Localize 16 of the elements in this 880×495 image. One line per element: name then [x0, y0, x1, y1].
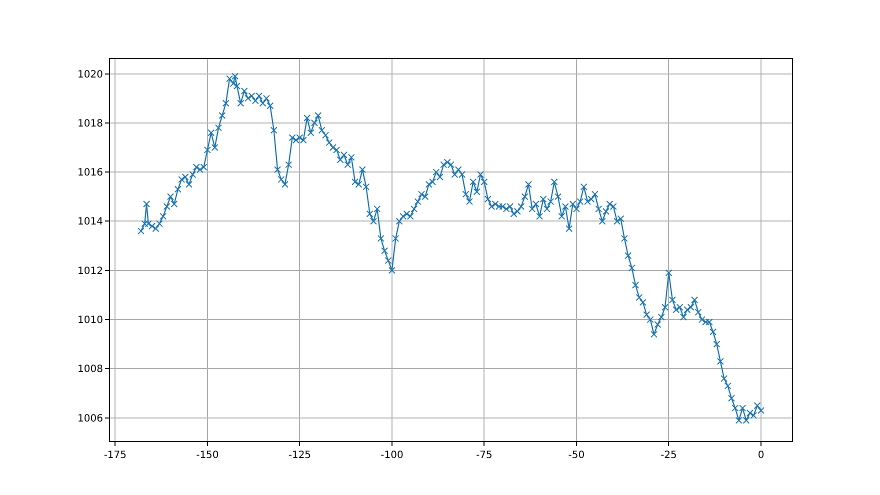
y-tick-label: 1008	[78, 364, 103, 376]
y-tick-label: 1006	[78, 413, 103, 424]
y-tick-label: 1012	[78, 266, 103, 277]
x-tick-label: -25	[660, 450, 677, 461]
x-tick-label: -175	[104, 450, 127, 461]
y-tick-label: 1010	[78, 315, 103, 326]
x-tick-label: -75	[476, 450, 492, 461]
x-tick-label: -125	[288, 450, 312, 461]
x-tick-label: -100	[380, 450, 404, 461]
y-tick-label: 1016	[78, 168, 103, 179]
y-tick-label: 1014	[78, 216, 103, 228]
x-tick-label: -50	[568, 450, 585, 461]
y-tick-label: 1018	[78, 118, 103, 130]
x-tick-label: -150	[196, 450, 219, 461]
y-tick-label: 1020	[78, 69, 103, 80]
x-tick-label: 0	[758, 450, 764, 461]
